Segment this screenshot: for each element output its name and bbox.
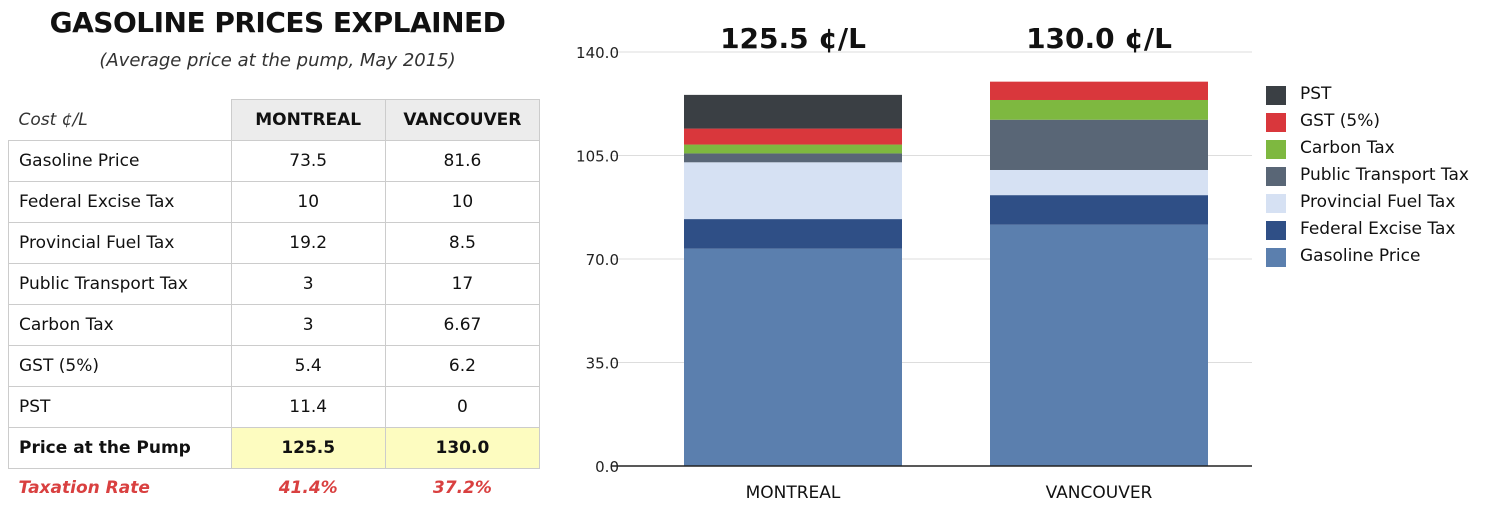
legend-swatch — [1266, 221, 1286, 240]
price-table: Cost ¢/L MONTREAL VANCOUVER Gasoline Pri… — [8, 99, 540, 507]
bar-segment — [684, 145, 902, 154]
row-label: Federal Excise Tax — [9, 182, 232, 223]
bar-segment — [684, 219, 902, 249]
page-title: GASOLINE PRICES EXPLAINED — [0, 6, 555, 39]
legend-swatch — [1266, 194, 1286, 213]
row-label: Provincial Fuel Tax — [9, 223, 232, 264]
price-table-panel: GASOLINE PRICES EXPLAINED (Average price… — [0, 0, 560, 505]
legend-swatch — [1266, 140, 1286, 159]
bar-segment — [990, 195, 1208, 225]
bar-segment — [990, 100, 1208, 120]
legend-label: GST (5%) — [1300, 111, 1380, 131]
bar-total-label: 125.5 ¢/L — [720, 22, 866, 55]
cell-vancouver: 37.2% — [385, 469, 539, 507]
cell-montreal: 5.4 — [231, 346, 385, 387]
cell-vancouver: 6.2 — [385, 346, 539, 387]
row-label: Price at the Pump — [9, 428, 232, 469]
bar-segment — [990, 225, 1208, 466]
legend-swatch — [1266, 248, 1286, 267]
legend-swatch — [1266, 167, 1286, 186]
cell-montreal: 19.2 — [231, 223, 385, 264]
legend-swatch — [1266, 86, 1286, 105]
bar-segment — [684, 153, 902, 162]
bar-segment — [990, 170, 1208, 195]
legend-swatch — [1266, 113, 1286, 132]
row-label: Public Transport Tax — [9, 264, 232, 305]
legend-label: Public Transport Tax — [1300, 165, 1469, 185]
cell-vancouver: 6.67 — [385, 305, 539, 346]
y-tick-label: 0.0 — [595, 458, 619, 476]
y-tick-label: 140.0 — [576, 44, 619, 62]
cell-vancouver: 130.0 — [385, 428, 539, 469]
table-header-row: Cost ¢/L MONTREAL VANCOUVER — [9, 100, 540, 141]
cell-montreal: 41.4% — [231, 469, 385, 507]
bar-segment — [684, 162, 902, 219]
row-label: GST (5%) — [9, 346, 232, 387]
legend-label: PST — [1300, 84, 1331, 104]
bar-segment — [684, 249, 902, 466]
row-label: PST — [9, 387, 232, 428]
row-label: Carbon Tax — [9, 305, 232, 346]
bar-segment — [990, 120, 1208, 170]
legend-label: Gasoline Price — [1300, 246, 1420, 266]
cell-vancouver: 10 — [385, 182, 539, 223]
legend-label: Federal Excise Tax — [1300, 219, 1455, 239]
cell-montreal: 73.5 — [231, 141, 385, 182]
page-subtitle: (Average price at the pump, May 2015) — [0, 50, 555, 71]
cell-montreal: 125.5 — [231, 428, 385, 469]
y-tick-label: 35.0 — [586, 355, 619, 373]
y-tick-label: 105.0 — [576, 148, 619, 166]
bar-segment — [684, 95, 902, 129]
cell-vancouver: 0 — [385, 387, 539, 428]
cell-montreal: 3 — [231, 305, 385, 346]
x-tick-label: MONTREAL — [746, 483, 841, 503]
bar-segment — [684, 129, 902, 145]
cell-montreal: 3 — [231, 264, 385, 305]
row-label: Gasoline Price — [9, 141, 232, 182]
cell-montreal: 11.4 — [231, 387, 385, 428]
row-label: Taxation Rate — [9, 469, 232, 507]
bar-segment — [990, 82, 1208, 100]
column-header-montreal: MONTREAL — [231, 100, 385, 141]
y-tick-label: 70.0 — [586, 251, 619, 269]
bar-total-label: 130.0 ¢/L — [1026, 22, 1172, 55]
legend-label: Carbon Tax — [1300, 138, 1395, 158]
cell-vancouver: 17 — [385, 264, 539, 305]
cell-vancouver: 81.6 — [385, 141, 539, 182]
column-header-vancouver: VANCOUVER — [385, 100, 539, 141]
legend-label: Provincial Fuel Tax — [1300, 192, 1455, 212]
table-corner-label: Cost ¢/L — [9, 100, 232, 141]
x-tick-label: VANCOUVER — [1046, 483, 1153, 503]
cell-vancouver: 8.5 — [385, 223, 539, 264]
stacked-bar-chart: 0.0 35.0 70.0 105.0 140.0 125.5 ¢/L MONTREAL 13… — [560, 0, 1498, 505]
cell-montreal: 10 — [231, 182, 385, 223]
